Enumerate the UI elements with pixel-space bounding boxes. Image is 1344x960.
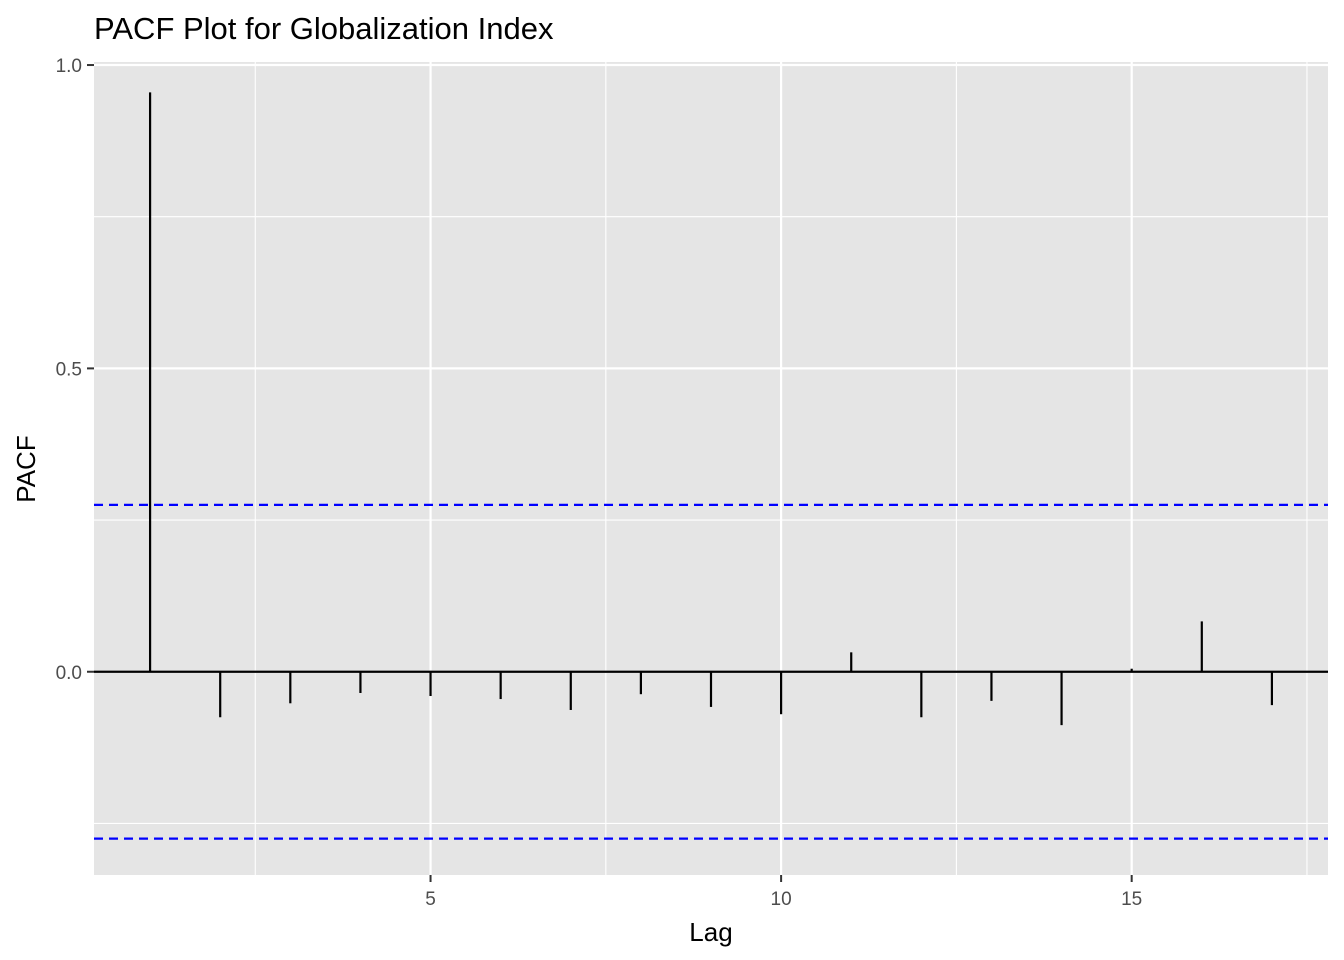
y-tick-label: 1.0	[56, 56, 82, 77]
x-axis-title: Lag	[689, 917, 732, 947]
y-axis: 0.0 0.5 1.0	[56, 56, 94, 684]
pacf-stems	[148, 92, 1274, 726]
y-tick-label: 0.0	[56, 663, 82, 684]
x-axis: 5 10 15	[425, 875, 1142, 910]
x-tick-label: 15	[1121, 889, 1142, 910]
minor-gridlines	[94, 62, 1328, 875]
y-tick-label: 0.5	[56, 359, 82, 380]
plot-panel	[94, 62, 1328, 875]
x-tick-label: 10	[771, 889, 792, 910]
confidence-bounds	[94, 503, 1328, 840]
chart-title: PACF Plot for Globalization Index	[94, 11, 554, 46]
y-axis-title: PACF	[11, 435, 41, 502]
x-tick-label: 5	[425, 889, 436, 910]
